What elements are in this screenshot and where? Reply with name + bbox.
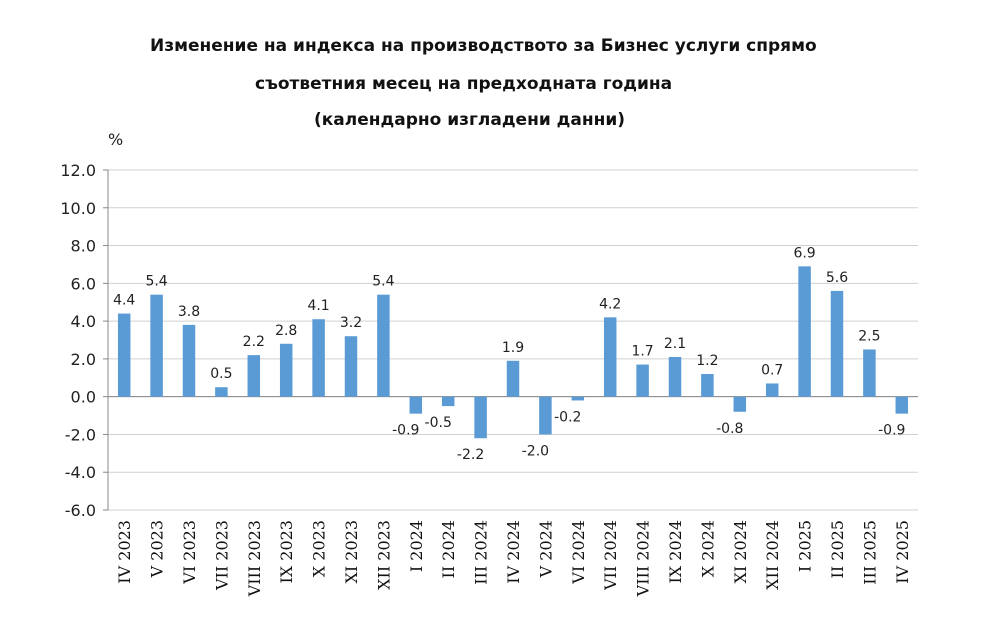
y-tick-label: 0.0: [71, 388, 96, 407]
y-tick-label: 12.0: [60, 161, 96, 180]
data-label: -0.9: [878, 423, 905, 439]
data-label: -2.2: [457, 447, 484, 463]
data-label: 1.9: [502, 340, 524, 356]
y-tick-label: 6.0: [71, 274, 96, 293]
x-tick-label: III 2024: [472, 520, 491, 585]
bar: [733, 396, 747, 412]
data-label: -0.8: [716, 421, 743, 437]
bar: [474, 396, 487, 439]
bar: [117, 313, 131, 397]
chart-title-line-1: Изменение на индекса на производството з…: [150, 36, 817, 56]
data-label: 4.2: [599, 296, 621, 312]
data-label: 6.9: [793, 245, 815, 261]
bar: [603, 317, 617, 397]
data-label: 2.8: [275, 323, 297, 339]
bar: [701, 374, 714, 397]
x-tick-label: IV 2023: [115, 520, 134, 584]
x-tick-label: VIII 2023: [245, 520, 264, 597]
bar: [571, 396, 585, 401]
y-axis-tick-labels: -6.0 -4.0 -2.0 0.0 2.0 4.0 6.0 8.0 10.0 12.0: [60, 161, 96, 520]
bar: [798, 266, 811, 397]
x-tick-label: III 2025: [860, 520, 879, 585]
x-tick-label: II 2024: [439, 520, 458, 578]
bar: [150, 294, 163, 397]
data-label: 0.7: [761, 362, 783, 378]
x-tick-label: V 2024: [536, 520, 555, 578]
data-label: 3.8: [178, 304, 200, 320]
x-tick-label: VI 2023: [180, 520, 199, 585]
y-tick-label: 8.0: [71, 237, 96, 256]
gridlines: [108, 169, 918, 511]
x-tick-label: II 2025: [828, 520, 847, 578]
x-tick-label: VIII 2024: [634, 520, 653, 597]
bar: [279, 343, 293, 397]
data-label: 1.7: [631, 344, 653, 360]
x-tick-label: XI 2023: [342, 520, 361, 584]
bar: [539, 396, 552, 435]
bar: [344, 336, 358, 397]
bar: [247, 355, 261, 397]
bar: [895, 396, 909, 414]
x-tick-label: X 2024: [698, 520, 717, 577]
data-label: 5.4: [372, 274, 394, 290]
bar: [636, 364, 649, 397]
x-tick-label: IV 2024: [504, 520, 523, 584]
data-label: 2.5: [858, 328, 880, 344]
bar: [441, 396, 455, 407]
x-axis-tick-labels: IV 2023 V 2023 VI 2023 VII 2023 VIII 2023 IX …: [115, 520, 912, 597]
data-label: -0.2: [554, 409, 581, 425]
data-label: 1.2: [696, 353, 718, 369]
bar: [863, 349, 876, 397]
bar: [182, 324, 196, 397]
bar: [409, 396, 423, 414]
x-tick-label: I 2025: [796, 520, 815, 572]
data-label: 5.6: [826, 270, 848, 286]
x-tick-label: X 2023: [310, 520, 329, 577]
data-label: 2.1: [664, 336, 686, 352]
y-tick-label: -6.0: [65, 501, 96, 520]
data-label: 4.4: [113, 293, 135, 309]
chart-title-line-3: (календарно изгладени данни): [314, 110, 626, 130]
bar: [312, 319, 325, 397]
x-tick-label: IX 2023: [277, 520, 296, 584]
data-label: -2.0: [522, 443, 549, 459]
chart-title-line-2: съответния месец на предходната година: [255, 74, 673, 94]
x-tick-label: I 2024: [407, 520, 426, 572]
x-tick-label: VI 2024: [569, 520, 588, 585]
data-labels: 4.4 5.4 3.8 0.5 2.2 2.8 4.1 3.2 5.4 -0.9 -0.5 -2.2 1…: [113, 245, 905, 463]
data-label: 3.2: [340, 315, 362, 331]
data-label: -0.5: [425, 415, 452, 431]
bar: [506, 360, 520, 397]
data-label: 4.1: [307, 298, 329, 314]
data-label: 0.5: [210, 366, 232, 382]
bar: [830, 290, 844, 397]
data-label: 2.2: [243, 334, 265, 350]
y-axis-unit-label: %: [108, 130, 123, 149]
x-tick-label: XII 2024: [763, 520, 782, 590]
x-tick-label: VII 2023: [212, 520, 231, 591]
y-tick-label: -4.0: [65, 463, 96, 482]
y-tick-label: 2.0: [71, 350, 96, 369]
bar: [215, 387, 228, 397]
y-tick-label: 10.0: [60, 199, 96, 218]
data-label: -0.9: [392, 423, 419, 439]
x-tick-label: VII 2024: [601, 520, 620, 591]
x-tick-label: V 2023: [148, 520, 167, 578]
x-tick-label: IV 2025: [893, 520, 912, 584]
bar: [377, 294, 390, 397]
bar: [668, 357, 682, 397]
y-tick-label: -2.0: [65, 425, 96, 444]
y-tick-label: 4.0: [71, 312, 96, 331]
bar: [765, 383, 779, 397]
x-tick-label: IX 2024: [666, 520, 685, 584]
x-tick-label: XI 2024: [731, 520, 750, 584]
data-label: 5.4: [145, 274, 167, 290]
x-tick-label: XII 2023: [374, 520, 393, 590]
bars: [117, 266, 909, 439]
